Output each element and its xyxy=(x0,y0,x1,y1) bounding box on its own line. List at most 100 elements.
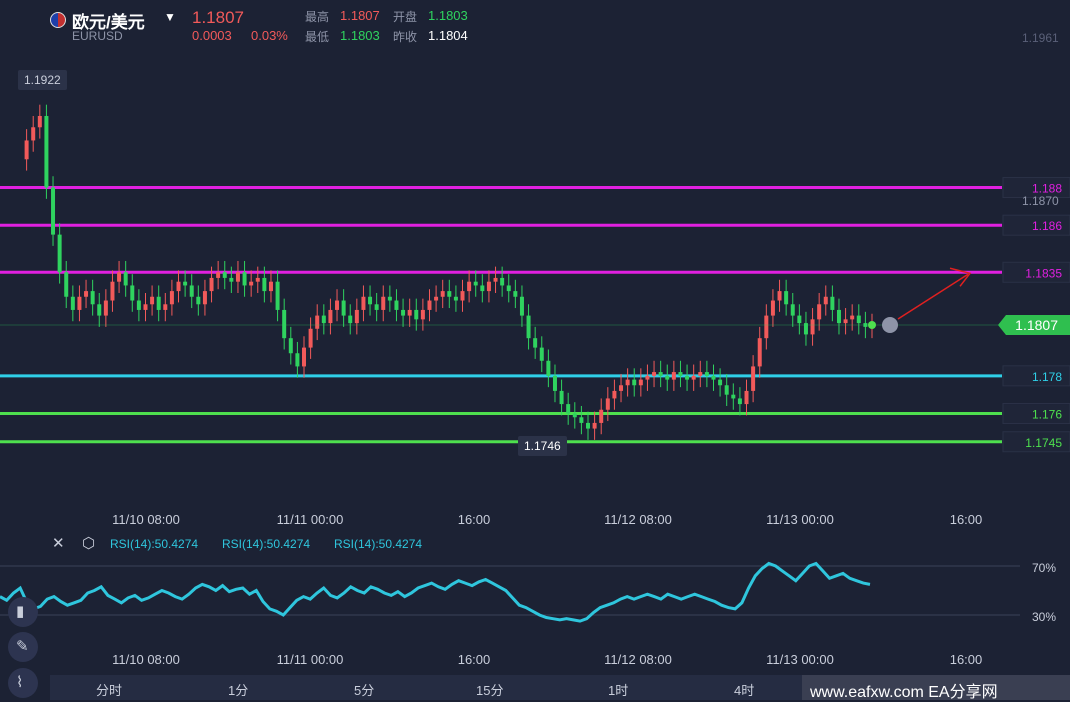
candle-body xyxy=(394,300,399,310)
draw-tool-button[interactable]: ✎ xyxy=(8,632,38,662)
tab-timeframe-15m[interactable]: 15分 xyxy=(476,683,504,698)
candle-body xyxy=(843,319,848,324)
tab-timeframe-1m[interactable]: 1分 xyxy=(228,683,249,698)
tab-timeframe-tick[interactable]: 分时 xyxy=(96,683,123,698)
candle-body xyxy=(784,291,789,305)
candle-body xyxy=(348,315,353,324)
min-price-marker: 1.1746 xyxy=(518,436,567,456)
prev-label: 昨收 xyxy=(393,30,418,44)
candle-body xyxy=(51,187,56,235)
candle-body xyxy=(566,404,571,414)
candle-body xyxy=(321,315,326,324)
level-tag-label: 1.186 xyxy=(1032,219,1062,233)
candle-body xyxy=(407,309,412,316)
symbol-name[interactable]: 欧元/美元 xyxy=(72,13,145,32)
tab-timeframe-5m[interactable]: 5分 xyxy=(354,683,375,698)
tab-timeframe-1h[interactable]: 1时 xyxy=(608,683,629,698)
candle-body xyxy=(467,281,472,292)
rsi-legend: ✕ ⬡ RSI(14):50.4274 RSI(14):50.4274 RSI(… xyxy=(50,534,500,554)
candle-body xyxy=(117,272,122,282)
candle-body xyxy=(817,304,822,320)
level-tag-label: 1.1835 xyxy=(1025,266,1062,280)
candle-body xyxy=(31,127,36,141)
candle-body xyxy=(704,372,709,376)
open-value: 1.1803 xyxy=(428,8,468,23)
indicator-tool-button[interactable]: ⌇ xyxy=(8,668,38,698)
candle-body xyxy=(77,296,82,310)
candle-body xyxy=(539,347,544,361)
candle-body xyxy=(97,304,102,316)
candle-body xyxy=(711,375,716,380)
candle-body xyxy=(282,309,287,339)
candle-body xyxy=(552,375,557,391)
candle-body xyxy=(90,291,95,305)
symbol-header: 欧元/美元 ▼ EURUSD 1.1807 0.0003 0.03% xyxy=(0,0,500,50)
candle-body xyxy=(308,328,313,348)
candle-body xyxy=(724,385,729,395)
candle-body xyxy=(130,285,135,301)
candle-body xyxy=(110,281,115,301)
candle-body xyxy=(37,115,42,128)
candle-body xyxy=(123,272,128,286)
candlestick-icon: ▮ xyxy=(16,603,25,620)
candle-body xyxy=(770,300,775,316)
watermark: www.eafxw.com EA分享网 xyxy=(802,675,1070,701)
candle-body xyxy=(533,338,538,348)
rsi-line xyxy=(0,561,871,623)
candle-body xyxy=(103,300,108,316)
level-tag-label: 1.1745 xyxy=(1025,436,1062,450)
candle-body xyxy=(414,309,419,320)
candle-body xyxy=(453,296,458,301)
max-price-marker: 1.1922 xyxy=(18,70,67,90)
live-dot xyxy=(868,321,876,329)
candle-body xyxy=(229,277,234,282)
level-tag-label: 1.176 xyxy=(1032,408,1062,422)
candle-body xyxy=(341,300,346,316)
candle-body xyxy=(183,281,188,286)
candle-body xyxy=(288,338,293,354)
candle-body xyxy=(440,291,445,297)
change-abs: 0.0003 xyxy=(192,28,232,43)
level-tag-bg xyxy=(1002,177,1070,199)
candle-body xyxy=(473,281,478,286)
candle-body xyxy=(486,281,491,292)
close-icon[interactable]: ✕ xyxy=(52,535,65,552)
candle-body xyxy=(493,277,498,282)
x-tick-label: 11/10 08:00 xyxy=(112,512,180,527)
open-label: 开盘 xyxy=(393,10,418,24)
candle-body xyxy=(737,398,742,405)
candle-body xyxy=(546,360,551,376)
x-tick-label: 11/13 00:00 xyxy=(766,652,834,667)
settings-icon[interactable]: ⬡ xyxy=(82,535,96,552)
x-tick-label: 11/10 08:00 xyxy=(112,652,180,667)
high-label: 最高 xyxy=(305,10,330,24)
x-tick-label: 11/11 00:00 xyxy=(277,512,344,527)
chevron-down-icon[interactable]: ▼ xyxy=(164,10,176,24)
candle-body xyxy=(850,315,855,320)
candle-body xyxy=(202,291,207,305)
candle-body xyxy=(685,375,690,380)
tab-timeframe-4h[interactable]: 4时 xyxy=(734,683,755,698)
candle-body xyxy=(209,277,214,292)
candle-body xyxy=(64,272,69,297)
candle-body xyxy=(678,372,683,376)
candle-body xyxy=(658,372,663,376)
rsi-level-30: 30% xyxy=(1032,610,1057,624)
change-pct: 0.03% xyxy=(251,28,288,43)
candle-body xyxy=(427,300,432,310)
level-tag-bg xyxy=(1002,431,1070,453)
candle-body xyxy=(401,309,406,316)
symbol-code: EURUSD xyxy=(72,29,123,43)
candle-body xyxy=(625,379,630,386)
rsi-level-70: 70% xyxy=(1032,561,1057,575)
candle-body xyxy=(506,285,511,292)
candle-body xyxy=(605,398,610,410)
candle-body xyxy=(189,285,194,297)
candle-tool-button[interactable]: ▮ xyxy=(8,597,38,627)
candle-body xyxy=(196,296,201,305)
info-icon xyxy=(882,317,898,333)
annotation-arrowhead xyxy=(949,267,972,287)
candle-body xyxy=(559,390,564,405)
candle-body xyxy=(790,304,795,316)
